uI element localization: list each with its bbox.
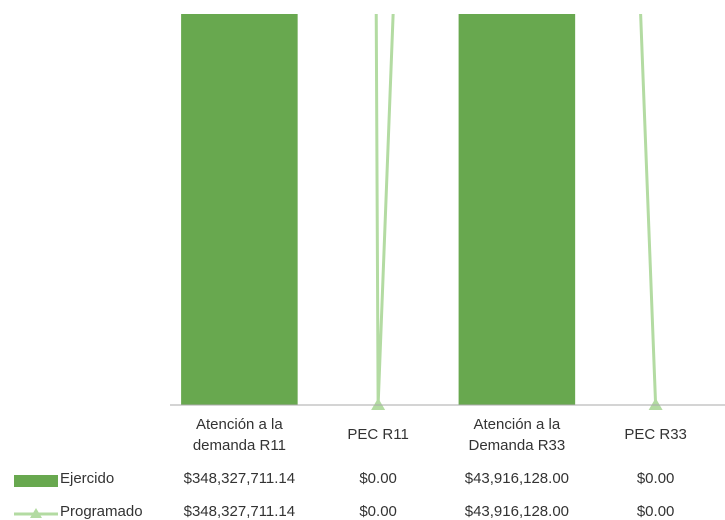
data-table-cell: $43,916,128.00: [464, 503, 570, 520]
marker: [648, 398, 663, 410]
legend-label: Programado: [60, 503, 143, 520]
x-tick-label: PEC R11: [347, 426, 409, 443]
x-tick-label: Atención a la demanda R11: [192, 416, 286, 454]
bar: [458, 14, 576, 405]
data-table-cell: $0.00: [636, 503, 675, 520]
marker: [371, 398, 386, 410]
data-table-cell: $0.00: [359, 470, 397, 487]
legend-label: Ejercido: [60, 470, 115, 487]
legend-key: [14, 475, 58, 487]
data-table-cell: $0.00: [636, 470, 675, 487]
legend-key-marker: [30, 508, 42, 518]
line: [374, 14, 658, 406]
data-table-cell: $0.00: [359, 503, 397, 520]
data-table-cell: $43,916,128.00: [464, 470, 570, 487]
bar: [181, 14, 298, 405]
data-table-cell: $348,327,711.14: [183, 470, 296, 487]
x-tick-label: Atención a la Demanda R33: [468, 416, 566, 454]
data-table-cell: $348,327,711.14: [183, 503, 296, 520]
x-tick-label: PEC R33: [624, 426, 687, 443]
